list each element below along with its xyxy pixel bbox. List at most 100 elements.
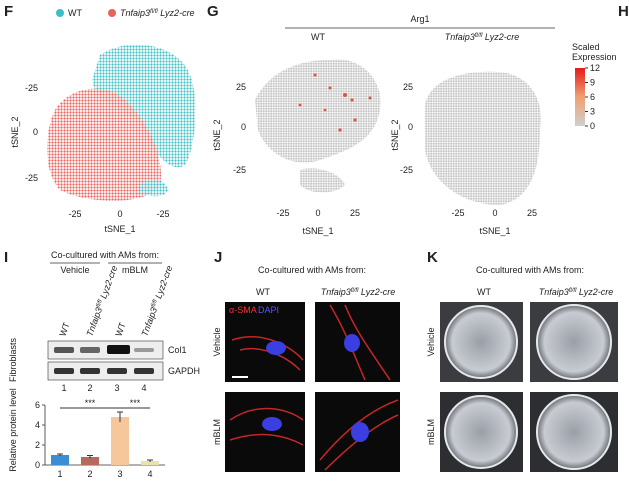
tsne-cluster (46, 88, 161, 201)
panel-g: G Arg1 WT Tnfaip3fl/fl Lyz2-cre 25 0 -25… (207, 3, 617, 236)
tsne-cluster (300, 168, 345, 193)
blot (47, 340, 164, 360)
col-label: WT (477, 287, 491, 297)
micrograph (225, 302, 305, 382)
colorbar-tick-label: 0 (590, 121, 595, 131)
x-tick-label: 0 (117, 209, 122, 219)
legend-label: WT (68, 8, 82, 18)
y-tick-label: -25 (25, 173, 38, 183)
y-tick-label: 0 (33, 127, 38, 137)
panel-label: K (427, 249, 438, 266)
bar (141, 461, 159, 465)
blot-bands (54, 345, 154, 374)
lane-label: WT (57, 321, 71, 338)
x-axis-label: tSNE_1 (302, 226, 333, 236)
header: Co-cultured with AMs from: (258, 265, 366, 275)
x-tick-label: 4 (147, 469, 152, 479)
x-tick-label: 25 (527, 208, 537, 218)
nuclei (262, 334, 369, 442)
x-tick-label: -25 (451, 208, 464, 218)
legend-dot (108, 9, 116, 17)
sig-label: *** (85, 398, 96, 408)
group-label: Vehicle (60, 265, 89, 275)
panel-label: I (4, 249, 8, 266)
x-tick-label: 2 (87, 469, 92, 479)
panel-i: I Co-cultured with AMs from: Vehicle mBL… (4, 249, 200, 479)
colorbar-tick-label: 12 (590, 63, 600, 73)
col-label: WT (256, 287, 270, 297)
y-tick-label: 0 (408, 122, 413, 132)
panel-k: K Co-cultured with AMs from: WT Tnfaip3f… (426, 249, 618, 472)
tsne-cluster (255, 59, 381, 163)
panel-label: G (207, 3, 219, 20)
colorbar (575, 68, 585, 126)
band-label: GAPDH (168, 366, 200, 376)
panel-label: J (214, 249, 222, 266)
x-axis-label: tSNE_1 (104, 224, 135, 234)
sig-label: *** (130, 398, 141, 408)
well-photos (440, 302, 618, 472)
x-tick-label: 3 (117, 469, 122, 479)
panel-f: F WT Tnfaip3fl/fl Lyz2-cre -25 0 -25 -25… (4, 3, 196, 234)
header: Co-cultured with AMs from: (476, 265, 584, 275)
y-tick-label: 0 (241, 122, 246, 132)
micrograph (225, 392, 305, 472)
x-axis-label: tSNE_1 (479, 226, 510, 236)
y-tick-label: 0 (35, 460, 40, 470)
y-tick-label: 25 (403, 82, 413, 92)
colorbar-tick-label: 9 (590, 78, 595, 88)
colorbar-ticks: 12 9 6 3 0 (585, 63, 600, 131)
stain-label: DAPI (258, 305, 279, 315)
y-tick-label: 25 (236, 82, 246, 92)
bar (111, 417, 129, 465)
header: Co-cultured with AMs from: (51, 250, 159, 260)
row-title: Fibroblasts (8, 337, 18, 382)
col-label: Tnfaip3fl/fl Lyz2-cre (321, 287, 396, 297)
y-axis-label: tSNE_2 (212, 119, 222, 150)
y-axis-label: tSNE_2 (10, 116, 20, 147)
x-tick-label: 0 (492, 208, 497, 218)
tsne-cluster (92, 44, 196, 168)
lane-number: 4 (141, 383, 146, 393)
lane-number: 2 (87, 383, 92, 393)
y-tick-label: -25 (25, 83, 38, 93)
y-tick-label: 2 (35, 440, 40, 450)
y-axis-label: Relative protein level (8, 388, 18, 472)
expression-dots (298, 73, 372, 132)
col-label: Tnfaip3fl/fl Lyz2-cre (539, 287, 614, 297)
x-tick-label: 25 (350, 208, 360, 218)
bar (51, 455, 69, 465)
y-tick-label: -25 (233, 165, 246, 175)
colorbar-tick-label: 6 (590, 92, 595, 102)
y-tick-label: -25 (400, 165, 413, 175)
bar-chart: 0 2 4 6 1 2 3 4 *** *** (35, 398, 165, 479)
plot-title: Tnfaip3fl/fl Lyz2-cre (445, 32, 520, 42)
x-tick-label: 0 (315, 208, 320, 218)
panel-j: J Co-cultured with AMs from: WT Tnfaip3f… (212, 249, 400, 472)
lane-label: WT (113, 321, 127, 338)
gene-title: Arg1 (410, 14, 429, 24)
row-label: mBLM (212, 419, 222, 445)
row-label: Vehicle (212, 327, 222, 356)
y-axis-label: tSNE_2 (390, 119, 400, 150)
colorbar-tick-label: 3 (590, 107, 595, 117)
y-tick-label: 4 (35, 420, 40, 430)
blot (47, 361, 164, 381)
plot-title: WT (311, 32, 325, 42)
lane-label: Tnfaip3fl/fl Lyz2-cre (84, 264, 119, 338)
band-label: Col1 (168, 345, 187, 355)
stain-label: α-SMA (229, 305, 257, 315)
colorbar-title: Expression (572, 52, 617, 62)
tsne-cluster (140, 178, 168, 197)
x-tick-label: -25 (276, 208, 289, 218)
x-tick-label: 1 (57, 469, 62, 479)
bar (81, 457, 99, 465)
group-label: mBLM (122, 265, 148, 275)
panel-label: H (618, 3, 629, 20)
x-tick-label: -25 (68, 209, 81, 219)
legend-label: Tnfaip3fl/fl Lyz2-cre (120, 8, 195, 18)
lane-number: 1 (61, 383, 66, 393)
lane-label: Tnfaip3fl/fl Lyz2-cre (139, 264, 174, 338)
y-tick-label: 6 (35, 400, 40, 410)
